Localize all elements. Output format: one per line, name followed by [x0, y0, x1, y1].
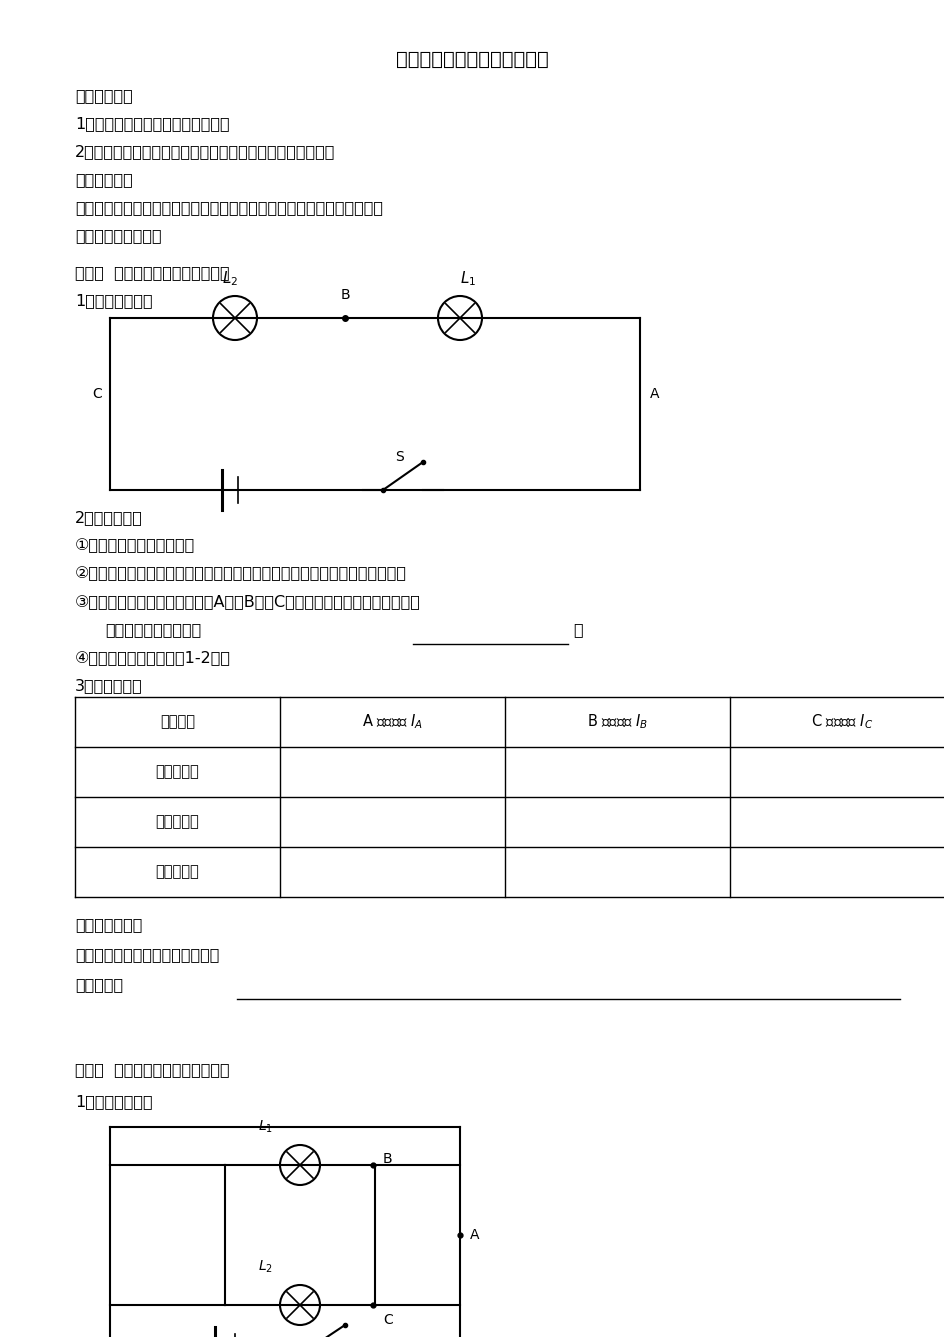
Text: 探究串并联电路中电流的规律: 探究串并联电路中电流的规律 [396, 49, 548, 70]
Text: 实验结论：: 实验结论： [75, 977, 123, 992]
Text: 1、实验电路图：: 1、实验电路图： [75, 293, 153, 308]
Text: 3、实验数据：: 3、实验数据： [75, 678, 143, 693]
Text: 第三次测量: 第三次测量 [156, 865, 199, 880]
Text: C: C [382, 1313, 393, 1328]
Text: ①按照电路图连接实物图；: ①按照电路图连接实物图； [75, 537, 195, 554]
Text: 1、实验电路图：: 1、实验电路图： [75, 1094, 153, 1108]
Text: A: A [469, 1227, 479, 1242]
Text: 分析实验数据能总结出什么结论？: 分析实验数据能总结出什么结论？ [75, 947, 219, 963]
Text: 2、并联电路中，干路中的电流与各个支路电流之间有的关系: 2、并联电路中，干路中的电流与各个支路电流之间有的关系 [75, 144, 335, 159]
Text: （二）  探究并联电路中电流的规律: （二） 探究并联电路中电流的规律 [75, 1062, 229, 1078]
Text: B 点的电流 $I_B$: B 点的电流 $I_B$ [586, 713, 648, 731]
Text: 实验次数: 实验次数 [160, 714, 194, 730]
Text: $L_2$: $L_2$ [258, 1258, 272, 1275]
Text: $L_1$: $L_1$ [257, 1119, 272, 1135]
Text: C 点的电流 $I_C$: C 点的电流 $I_C$ [811, 713, 872, 731]
Text: 【分析与论证】: 【分析与论证】 [75, 917, 143, 932]
Text: ④换用另外的小灯泡再测1-2次。: ④换用另外的小灯泡再测1-2次。 [75, 650, 230, 664]
Text: 【探究问题】: 【探究问题】 [75, 88, 132, 103]
Text: $L_2$: $L_2$ [222, 269, 238, 287]
Text: 第二次测量: 第二次测量 [156, 814, 199, 829]
Text: B: B [382, 1152, 392, 1166]
Text: C: C [93, 386, 102, 401]
Text: A 点的电流 $I_A$: A 点的电流 $I_A$ [362, 713, 423, 731]
Text: ②检查电路连接是否正确，若没有问题，方可闭合开关，使两个灯泡均发光。: ②检查电路连接是否正确，若没有问题，方可闭合开关，使两个灯泡均发光。 [75, 566, 407, 582]
Text: 2、实验步骤：: 2、实验步骤： [75, 509, 143, 525]
Text: 【设计与进行实验】: 【设计与进行实验】 [75, 229, 161, 243]
Text: S: S [396, 451, 404, 464]
Text: B: B [340, 287, 349, 302]
Text: $L_1$: $L_1$ [460, 269, 476, 287]
Text: 1、串联电路中，各处的电流的关系: 1、串联电路中，各处的电流的关系 [75, 116, 229, 131]
Text: 连接电路时，开关必须: 连接电路时，开关必须 [105, 622, 201, 636]
Text: ③将电流表分别串联在电路中的A点、B点、C点，并分别记录测量的电流值；: ③将电流表分别串联在电路中的A点、B点、C点，并分别记录测量的电流值； [75, 594, 420, 608]
Text: 电池组、电流表、三个小灯泡（其中两个规格相同）、开关、导线若干。: 电池组、电流表、三个小灯泡（其中两个规格相同）、开关、导线若干。 [75, 201, 382, 215]
Text: ．: ． [572, 622, 582, 636]
Text: 【实验器材】: 【实验器材】 [75, 172, 132, 187]
Text: 第一次测量: 第一次测量 [156, 765, 199, 779]
Text: A: A [649, 386, 659, 401]
Text: （一）  探究串联电路中电流的规律: （一） 探究串联电路中电流的规律 [75, 265, 229, 279]
